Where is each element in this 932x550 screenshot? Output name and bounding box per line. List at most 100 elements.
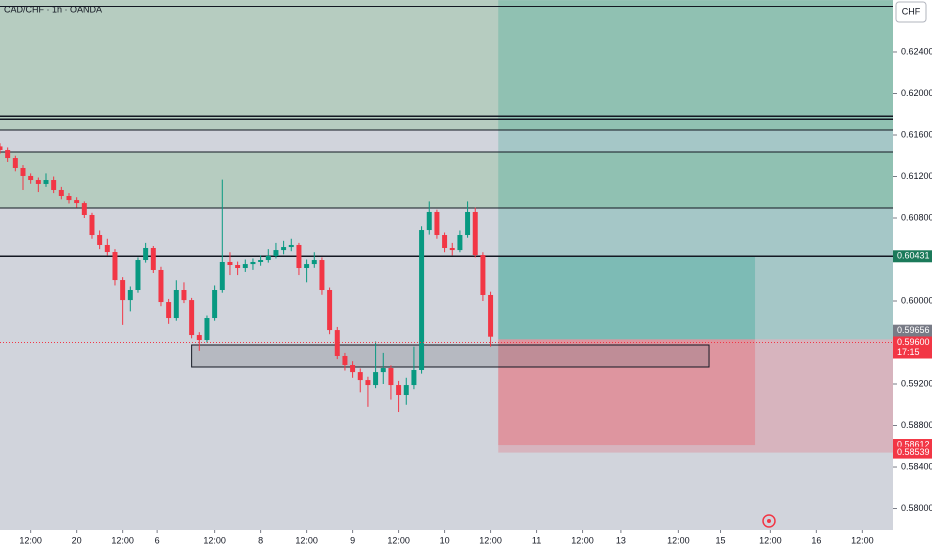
candle-body [388, 368, 394, 386]
x-tick-label: 12:00 [111, 535, 134, 545]
candle-body [89, 214, 95, 236]
candle-body [120, 280, 126, 301]
candle-body [166, 302, 172, 319]
candle-body [74, 200, 80, 204]
candle-body [373, 372, 379, 386]
candle-body [0, 146, 3, 151]
candle-body [20, 167, 26, 176]
x-tick-label: 15 [716, 535, 726, 545]
y-tick-label: 0.60800 [901, 212, 932, 222]
candle-body [357, 372, 363, 381]
zone [498, 339, 756, 446]
y-tick-label: 0.58000 [901, 503, 932, 513]
candle-body [457, 235, 463, 251]
candle-body [173, 290, 179, 319]
x-tick-label: 12:00 [19, 535, 42, 545]
candle-body [196, 335, 202, 341]
candle-body [35, 180, 41, 184]
x-tick-label: 12:00 [667, 535, 690, 545]
chart-title: CAD/CHF · 1h · OANDA [4, 4, 102, 14]
y-tick-label: 0.58800 [901, 420, 932, 430]
candle-body [181, 290, 187, 301]
candle-body [212, 290, 218, 319]
candle-body [426, 211, 432, 231]
x-tick-label: 12:00 [479, 535, 502, 545]
x-tick-label: 10 [440, 535, 450, 545]
candle-body [449, 247, 455, 251]
x-tick-label: 12:00 [387, 535, 410, 545]
candle-body [281, 247, 287, 251]
candle-body [5, 150, 11, 159]
candle-body [419, 230, 425, 371]
candle-body [273, 250, 279, 256]
candle-body [258, 260, 264, 262]
candle-body [403, 385, 409, 396]
candle-body [219, 261, 225, 291]
price-label: 0.59656 [897, 325, 930, 335]
candle-body [472, 211, 478, 256]
candle-body [296, 244, 302, 269]
candle-body [242, 264, 248, 269]
y-tick-label: 0.62400 [901, 46, 932, 56]
candle-body [112, 252, 118, 281]
candle-body [204, 318, 210, 341]
candle-body [442, 235, 448, 248]
currency[interactable]: CHF [902, 6, 921, 16]
y-tick-label: 0.59200 [901, 378, 932, 388]
x-tick-label: 12:00 [295, 535, 318, 545]
y-tick-label: 0.61200 [901, 171, 932, 181]
x-tick-label: 9 [350, 535, 355, 545]
zone [498, 256, 756, 340]
candle-body [480, 255, 486, 295]
candle-body [365, 380, 371, 386]
event-icon-dot[interactable] [767, 519, 771, 523]
zone [498, 0, 893, 340]
candle-body [150, 247, 156, 270]
candle-body [104, 244, 110, 253]
price-label-box [893, 446, 932, 459]
candle-body [465, 211, 471, 236]
x-tick-label: 11 [532, 535, 541, 545]
y-tick-label: 0.62000 [901, 88, 932, 98]
x-tick-label: 12:00 [759, 535, 782, 545]
zone [191, 344, 710, 368]
candle-body [28, 175, 34, 181]
candle-body [127, 290, 133, 301]
candle-body [350, 365, 356, 373]
candle-body [250, 261, 256, 265]
price-label-box [893, 324, 932, 337]
candle-body [81, 203, 87, 215]
candle-body [135, 260, 141, 291]
price-label-box [893, 250, 932, 263]
zone [0, 0, 893, 131]
candle-body [235, 265, 241, 269]
candle-body [434, 211, 440, 236]
x-tick-label: 8 [258, 535, 263, 545]
candle-body [158, 269, 164, 303]
candle-body [396, 385, 402, 396]
x-tick-label: 13 [616, 535, 626, 545]
price-label: 0.58539 [897, 447, 930, 457]
candle-body [97, 235, 103, 245]
candle-body [189, 300, 195, 336]
candle-body [51, 180, 57, 190]
price-label: 0.58612 [897, 439, 930, 449]
zone [498, 339, 893, 453]
x-tick-label: 12:00 [571, 535, 594, 545]
y-tick-label: 0.58400 [901, 461, 932, 471]
candle-body [488, 294, 494, 337]
candle-body [66, 196, 72, 201]
countdown: 17:15 [897, 347, 920, 357]
x-tick-label: 12:00 [203, 535, 226, 545]
plot-area [0, 0, 893, 530]
event-icon[interactable] [762, 514, 776, 528]
price-label: 0.59600 [897, 337, 930, 347]
y-tick-label: 0.61600 [901, 129, 932, 139]
price-label: 0.60431 [897, 251, 930, 261]
currency-box[interactable] [895, 1, 927, 23]
candle-body [265, 255, 271, 261]
x-tick-label: 12:00 [851, 535, 874, 545]
candle-body [58, 189, 64, 197]
candle-body [311, 260, 317, 265]
